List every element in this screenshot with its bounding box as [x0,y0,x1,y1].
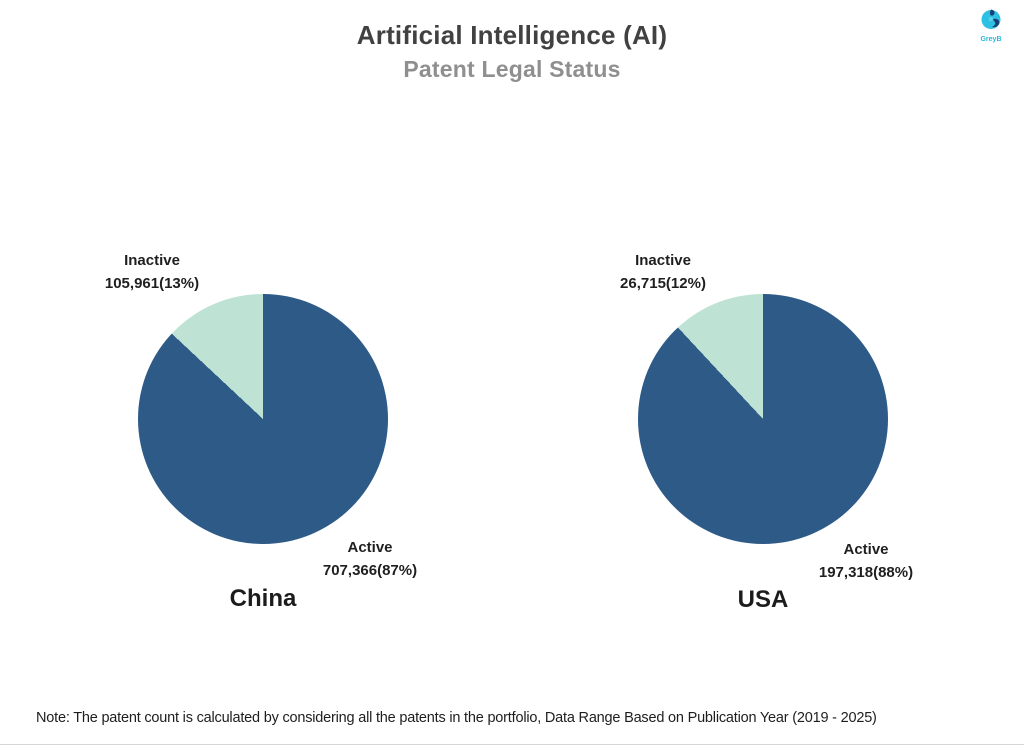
usa-inactive-label: Inactive 26,715(12%) [553,249,773,295]
china-active-label: Active 707,366(87%) [260,536,480,582]
page-subtitle: Patent Legal Status [403,56,621,82]
china-inactive-label: Inactive 105,961(13%) [42,249,262,295]
footnote: Note: The patent count is calculated by … [36,710,877,726]
usa-active-value: 197,318(88%) [818,564,914,581]
pie-chart-china[interactable] [138,294,388,544]
greyb-logo-icon [980,9,1002,34]
china-active-name: Active [347,539,393,556]
china-inactive-name: Inactive [124,252,180,269]
usa-inactive-name: Inactive [635,252,691,269]
greyb-logo: GreyB [974,8,1008,43]
header: Artificial Intelligence (AI) Patent Lega… [0,20,1024,83]
usa-active-label: Active 197,318(88%) [756,538,976,584]
greyb-logo-text: GreyB [980,36,1002,43]
pie-chart-usa[interactable] [638,294,888,544]
china-caption: China [229,585,297,612]
page-title: Artificial Intelligence (AI) [356,20,668,50]
usa-inactive-value: 26,715(12%) [620,275,706,292]
usa-active-name: Active [843,541,889,558]
usa-caption: USA [737,586,789,613]
china-inactive-value: 105,961(13%) [104,275,200,292]
china-active-value: 707,366(87%) [322,562,418,579]
